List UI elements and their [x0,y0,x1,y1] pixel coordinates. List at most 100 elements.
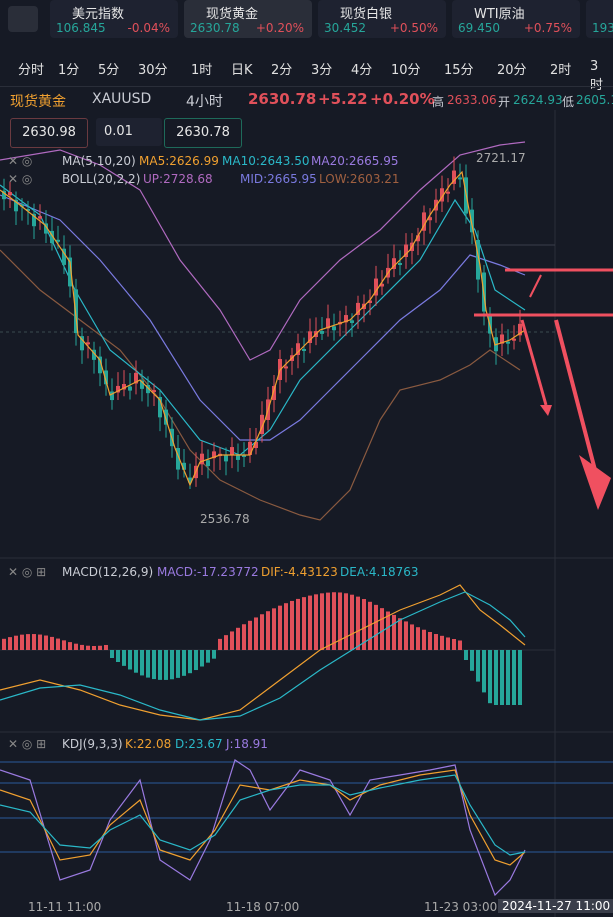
candle [302,349,306,351]
time-label: 11-23 03:00 [424,900,498,914]
macd-bar [272,608,276,650]
candle [158,397,162,418]
j-value: J:18.91 [226,737,268,751]
timeframe[interactable]: 5分 [98,63,120,78]
low-mark: 2536.78 [200,512,250,526]
high-label: 高 [432,95,445,109]
symbol-code[interactable]: XAUUSD [92,91,152,107]
sell-price[interactable]: 2630.98 [10,118,88,148]
candle [344,315,348,323]
macd-bar [410,624,414,650]
macd-bar [338,592,342,650]
buy-price[interactable]: 2630.78 [164,118,242,148]
candle [512,338,516,341]
timeframe[interactable]: 4分 [351,63,373,78]
ticker-change: +0.20% [255,21,304,35]
timeframe[interactable]: 1时 [191,63,213,78]
candle [212,451,216,459]
ticker-change: +0.75% [523,21,572,35]
candle [350,320,354,323]
candle [98,356,102,374]
candle [470,209,474,233]
macd-bar [140,650,144,676]
macd-bar [350,594,354,650]
candle [398,263,402,265]
candle [248,441,252,455]
candle [296,343,300,355]
k-value: K:22.08 [125,737,172,751]
kdj-name: KDJ(9,3,3) [62,737,123,751]
candle [134,372,138,384]
macd-bar [170,650,174,680]
macd-bar [14,635,18,650]
ticker-change: -0.04% [127,21,170,35]
lots[interactable]: 0.01 [96,118,162,146]
ticker-tile[interactable]: 现货黄金 2630.78 +0.20% [184,0,312,38]
timeframe[interactable]: 2分 [271,63,293,78]
candle [128,386,132,391]
timeframe[interactable]: 30分 [138,63,168,78]
ticker-tile[interactable]: 现货白银 30.452 +0.50% [318,0,446,38]
macd-bar [422,629,426,650]
macd-bar [500,650,504,705]
macd-bar [104,644,108,650]
timeframe[interactable]: 3分 [311,63,333,78]
macd-bar [32,634,36,650]
macd-bar [242,624,246,650]
ticker-tile[interactable]: WTI原油 69.450 +0.75% [452,0,580,38]
timeframe[interactable]: 日K [231,63,253,78]
timeframe[interactable]: 3时 [590,59,604,93]
macd-bar [254,617,258,650]
ticker-price: 106.845 [56,21,106,35]
candle [356,302,360,315]
d-value: D:23.67 [175,737,223,751]
candle [224,455,228,462]
macd-bar [152,650,156,680]
macd-bar [44,635,48,650]
macd-bar [380,608,384,650]
candle [74,289,78,334]
dea-value: DEA:4.18763 [340,565,419,579]
ticker-tile[interactable]: 193 [586,0,613,38]
macd-bar [428,631,432,650]
macd-bar [464,650,468,660]
candle [152,390,156,393]
candle [446,191,450,194]
timeframe[interactable]: 2时 [550,63,572,78]
candle [440,188,444,202]
candle [56,239,60,242]
candle [242,455,246,457]
timeframe[interactable]: 15分 [444,63,474,78]
candle [230,447,234,455]
timeframe[interactable]: 10分 [391,63,421,78]
price: 2630.78 [248,90,317,108]
candle [368,300,372,303]
candle [236,455,240,460]
macd-bar [182,650,186,676]
candle [332,326,336,331]
change-pct: +0.20% [370,90,435,108]
candle [254,441,258,448]
ticker-name: WTI原油 [474,7,525,22]
ticker-tile[interactable]: 美元指数 106.845 -0.04% [50,0,178,38]
menu-icon[interactable] [8,6,38,32]
candle [62,248,66,265]
macd-bar [476,650,480,682]
timeframe[interactable]: 1分 [58,63,80,78]
period[interactable]: 4小时 [186,94,223,110]
ticker-price: 69.450 [458,21,500,35]
ticker-name: 美元指数 [72,7,125,22]
timeframe[interactable]: 20分 [497,63,527,78]
macd-bar [194,650,198,671]
macd-bar [212,650,216,659]
candle [272,385,276,400]
timeframe[interactable]: 分时 [18,63,45,78]
macd-bar [392,614,396,650]
macd-bar [446,637,450,650]
symbol-name[interactable]: 现货黄金 [10,94,66,110]
macd-bar [314,594,318,650]
boll-name: BOLL(20,2,2) [62,172,141,186]
macd-bar [368,601,372,650]
candle [284,366,288,369]
candle [104,370,108,385]
